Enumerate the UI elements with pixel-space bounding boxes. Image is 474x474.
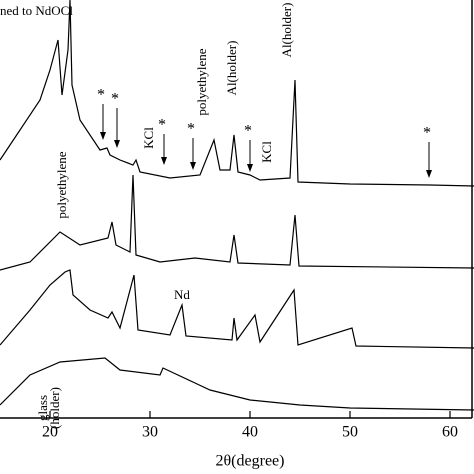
peak-marker: * (187, 121, 195, 138)
tick-label: 30 (142, 424, 158, 441)
annotation: Al(holder) (224, 41, 239, 96)
tick-label: 20 (42, 424, 58, 441)
tick-label: 60 (442, 424, 458, 441)
peak-marker: * (158, 117, 166, 134)
arrow-head (100, 132, 106, 140)
annotation: polyethylene (54, 151, 69, 218)
tick-label: 40 (242, 424, 258, 441)
xrd-trace (0, 269, 474, 349)
annotation: Nd (174, 287, 190, 302)
xrd-trace (0, 357, 474, 411)
annotation: ned to NdOCl (0, 3, 73, 18)
annotation: KCl (259, 141, 274, 163)
xrd-trace (0, 0, 474, 187)
annotation: Al(holder) (279, 3, 294, 58)
annotation: glass (35, 395, 50, 421)
arrow-head (426, 170, 432, 178)
tick-label: 50 (342, 424, 358, 441)
annotation: polyethylene (194, 48, 209, 115)
arrow-head (161, 157, 167, 165)
annotation: (holder) (47, 387, 62, 429)
x-axis-title: 2θ(degree) (216, 453, 285, 470)
xrd-trace (0, 174, 474, 271)
peak-marker: * (97, 87, 105, 104)
peak-marker: * (423, 125, 431, 142)
arrow-head (190, 162, 196, 170)
peak-marker: * (244, 123, 252, 140)
arrow-head (247, 164, 253, 172)
arrow-head (114, 140, 120, 148)
peak-marker: * (111, 91, 119, 108)
annotation: KCl (141, 127, 156, 149)
